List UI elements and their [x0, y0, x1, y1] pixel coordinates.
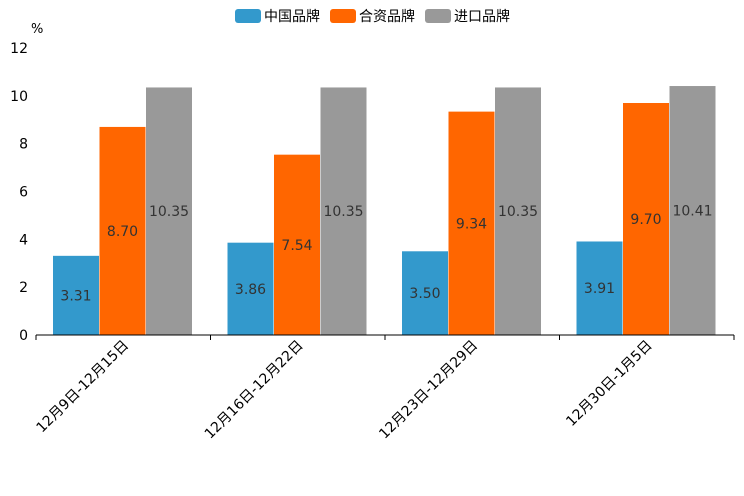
bar — [495, 87, 541, 336]
data-label: 3.91 — [584, 281, 615, 297]
bar — [274, 154, 320, 335]
y-axis-unit: % — [31, 22, 43, 37]
bar — [669, 86, 716, 335]
x-axis: 12月9日-12月15日 12月16日-12月22日 12月23日-12月29日 12… — [34, 334, 735, 443]
y-tick-label: 4 — [19, 232, 28, 248]
legend: 中国品牌 合资品牌 进口品牌 — [235, 8, 510, 25]
data-label: 3.86 — [235, 282, 266, 298]
data-label: 3.50 — [409, 286, 440, 302]
bars: 3.31 8.70 10.35 3.86 7.54 10.35 3.50 9.34 10.35 3… — [53, 86, 716, 336]
data-label: 7.54 — [281, 238, 312, 254]
data-label: 10.41 — [672, 204, 712, 220]
data-label: 10.35 — [498, 204, 538, 220]
data-label: 8.70 — [107, 224, 138, 240]
data-label: 9.70 — [630, 212, 661, 228]
legend-swatch — [425, 9, 451, 23]
bar — [146, 87, 192, 336]
bar — [576, 241, 623, 335]
y-tick-label: 0 — [19, 328, 28, 344]
bar — [99, 126, 146, 335]
bar — [320, 87, 367, 336]
bar — [623, 103, 669, 335]
bar — [227, 242, 274, 335]
y-tick-label: 8 — [19, 137, 28, 153]
legend-label: 中国品牌 — [264, 8, 320, 25]
data-label: 9.34 — [456, 216, 487, 232]
bar — [53, 255, 99, 335]
y-tick-label: 6 — [19, 185, 28, 201]
data-label: 10.35 — [149, 204, 189, 220]
legend-swatch — [330, 9, 356, 23]
x-category-label: 12月30日-1月5日 — [563, 338, 655, 430]
x-category-label: 12月9日-12月15日 — [34, 338, 133, 437]
data-label: 3.31 — [60, 288, 91, 304]
bar — [448, 111, 495, 335]
y-tick-label: 10 — [10, 89, 28, 105]
bar — [402, 251, 448, 335]
x-category-label: 12月23日-12月29日 — [376, 338, 481, 443]
y-axis-ticks: 0 2 4 6 8 10 12 — [10, 41, 28, 344]
data-label: 10.35 — [323, 204, 363, 220]
x-category-label: 12月16日-12月22日 — [202, 338, 307, 443]
legend-swatch — [235, 9, 261, 23]
legend-label: 进口品牌 — [454, 8, 510, 25]
y-tick-label: 12 — [10, 41, 28, 57]
y-tick-label: 2 — [19, 280, 28, 296]
legend-label: 合资品牌 — [359, 8, 415, 25]
